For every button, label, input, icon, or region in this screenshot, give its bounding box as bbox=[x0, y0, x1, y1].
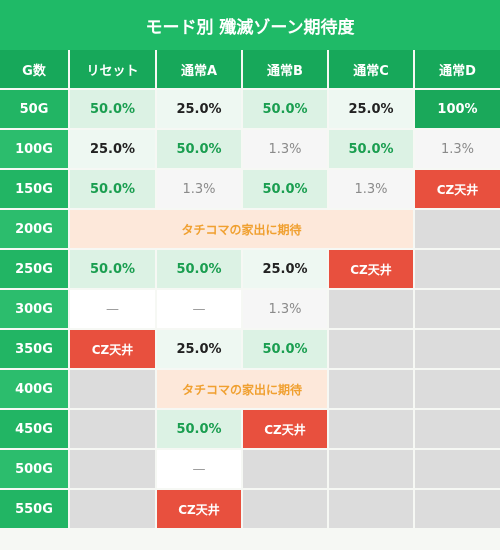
value-cell: 25.0% bbox=[329, 90, 413, 128]
empty-cell bbox=[415, 290, 500, 328]
value-cell: 1.3% bbox=[243, 130, 327, 168]
value-cell: CZ天井 bbox=[243, 410, 327, 448]
value-cell: 50.0% bbox=[157, 250, 241, 288]
value-cell: 1.3% bbox=[329, 170, 413, 208]
value-cell: 1.3% bbox=[415, 130, 500, 168]
empty-cell bbox=[415, 370, 500, 408]
row-label: 50G bbox=[0, 90, 68, 128]
row-label: 300G bbox=[0, 290, 68, 328]
empty-cell bbox=[70, 370, 155, 408]
empty-cell bbox=[329, 450, 413, 488]
value-cell: 50.0% bbox=[329, 130, 413, 168]
value-cell: 50.0% bbox=[243, 90, 327, 128]
empty-cell bbox=[243, 490, 327, 528]
value-cell: タチコマの家出に期待 bbox=[70, 210, 413, 248]
column-header: 通常B bbox=[243, 50, 327, 88]
value-cell: 1.3% bbox=[157, 170, 241, 208]
value-cell: 50.0% bbox=[243, 330, 327, 368]
column-header: 通常A bbox=[157, 50, 241, 88]
empty-cell bbox=[70, 450, 155, 488]
empty-cell bbox=[329, 410, 413, 448]
value-cell: — bbox=[70, 290, 155, 328]
empty-cell bbox=[329, 330, 413, 368]
column-header: リセット bbox=[70, 50, 155, 88]
empty-cell bbox=[415, 450, 500, 488]
value-cell: — bbox=[157, 290, 241, 328]
value-cell: 25.0% bbox=[157, 90, 241, 128]
column-header: 通常D bbox=[415, 50, 500, 88]
row-label: 350G bbox=[0, 330, 68, 368]
value-cell: 1.3% bbox=[243, 290, 327, 328]
value-cell: 50.0% bbox=[157, 410, 241, 448]
row-label: 150G bbox=[0, 170, 68, 208]
empty-cell bbox=[70, 490, 155, 528]
empty-cell bbox=[415, 410, 500, 448]
value-cell: 25.0% bbox=[70, 130, 155, 168]
value-cell: CZ天井 bbox=[157, 490, 241, 528]
empty-cell bbox=[329, 490, 413, 528]
column-header: 通常C bbox=[329, 50, 413, 88]
value-cell: CZ天井 bbox=[70, 330, 155, 368]
value-cell: 50.0% bbox=[70, 170, 155, 208]
row-label: 550G bbox=[0, 490, 68, 528]
empty-cell bbox=[415, 250, 500, 288]
value-cell: 50.0% bbox=[243, 170, 327, 208]
value-cell: 50.0% bbox=[70, 90, 155, 128]
row-label: 100G bbox=[0, 130, 68, 168]
empty-cell bbox=[329, 370, 413, 408]
value-cell: 50.0% bbox=[70, 250, 155, 288]
value-cell: 25.0% bbox=[157, 330, 241, 368]
value-cell: CZ天井 bbox=[415, 170, 500, 208]
value-cell: 50.0% bbox=[157, 130, 241, 168]
empty-cell bbox=[329, 290, 413, 328]
row-label: 400G bbox=[0, 370, 68, 408]
empty-cell bbox=[415, 490, 500, 528]
row-label: 200G bbox=[0, 210, 68, 248]
value-cell: 100% bbox=[415, 90, 500, 128]
value-cell: 25.0% bbox=[243, 250, 327, 288]
value-cell: タチコマの家出に期待 bbox=[157, 370, 327, 408]
value-cell: CZ天井 bbox=[329, 250, 413, 288]
row-label: 250G bbox=[0, 250, 68, 288]
title: モード別 殲滅ゾーン期待度 bbox=[0, 0, 500, 50]
empty-cell bbox=[415, 330, 500, 368]
row-label: 500G bbox=[0, 450, 68, 488]
row-label: 450G bbox=[0, 410, 68, 448]
column-header: G数 bbox=[0, 50, 68, 88]
empty-cell bbox=[70, 410, 155, 448]
empty-cell bbox=[243, 450, 327, 488]
empty-cell bbox=[415, 210, 500, 248]
value-cell: — bbox=[157, 450, 241, 488]
